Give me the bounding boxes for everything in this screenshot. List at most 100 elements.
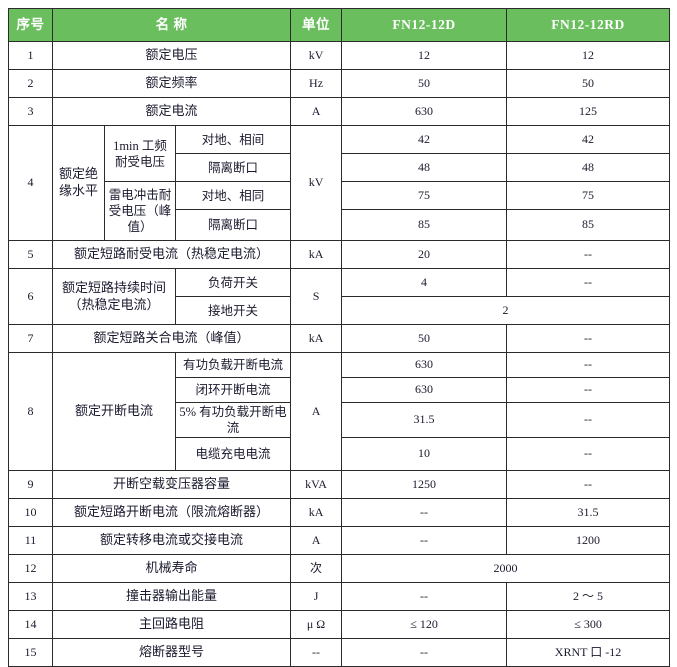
row-value-d: 85	[341, 209, 508, 241]
row-value-rd: --	[506, 352, 671, 378]
row-value-d: 630	[341, 352, 508, 378]
row-index: 8	[8, 352, 53, 471]
row-value-rd: 85	[506, 209, 671, 241]
row-unit: --	[290, 638, 343, 667]
row-name: 额定电流	[51, 97, 292, 126]
row-name: 熔断器型号	[51, 638, 292, 667]
row-unit: A	[290, 526, 343, 555]
row-value-rd: --	[506, 377, 671, 403]
row-name: 额定电压	[51, 41, 292, 70]
row-value-rd: 2 ～ 5	[506, 582, 671, 611]
row-name: 额定绝缘水平	[52, 125, 105, 241]
row-value-merged: 2	[341, 296, 671, 325]
table-row: 3 额定电流 A 630 125	[8, 97, 671, 126]
row-index: 4	[8, 125, 53, 241]
row-value-d: --	[341, 498, 508, 527]
table-row: 1 额定电压 kV 12 12	[8, 41, 671, 70]
row-value-rd: 50	[506, 69, 671, 98]
column-header-unit: 单位	[290, 8, 343, 42]
row-value-rd: ≤ 300	[506, 610, 671, 639]
row-value-d: 630	[341, 377, 508, 403]
row-value-d: 12	[341, 41, 508, 70]
row-name: 撞击器输出能量	[51, 582, 292, 611]
row-value-rd: 42	[506, 125, 671, 154]
table-header: 序号 名 称 单位 FN12-12D FN12-12RD	[8, 8, 671, 42]
row-value-rd: --	[506, 240, 671, 269]
table-row: 闭环开断电流 630 --	[9, 377, 671, 403]
row-value-rd: 48	[506, 153, 671, 182]
row-value-rd: 1200	[506, 526, 671, 555]
row-value-rd: XRNT 口 -12	[506, 638, 671, 667]
specification-table: 序号 名 称 单位 FN12-12D FN12-12RD 1 额定电压 kV 1…	[8, 8, 671, 667]
subgroup-label: 1min 工频耐受电压	[104, 125, 176, 182]
row-index: 10	[8, 498, 53, 527]
table-row: 14 主回路电阻 μ Ω ≤ 120 ≤ 300	[8, 610, 671, 639]
row-unit: J	[290, 582, 343, 611]
row-value-rd: --	[506, 470, 671, 499]
row-unit: kA	[290, 240, 343, 269]
column-header-model-rd: FN12-12RD	[506, 8, 671, 42]
subgroup-detail: 隔离断口	[174, 209, 292, 241]
table-row: 5% 有功负载开断电流 31.5 --	[9, 402, 671, 438]
row-index: 3	[8, 97, 53, 126]
row-value-rd: 125	[506, 97, 671, 126]
row-index: 2	[8, 69, 53, 98]
row-index: 1	[8, 41, 53, 70]
row-index: 5	[8, 240, 53, 269]
subgroup-detail: 对地、相同	[174, 181, 292, 210]
row-value-d: 42	[341, 125, 508, 154]
row-index: 14	[8, 610, 53, 639]
row-name: 额定频率	[51, 69, 292, 98]
row-unit: kA	[290, 324, 343, 353]
row-index: 12	[8, 554, 53, 583]
row-value-d: --	[341, 582, 508, 611]
row-value-d: 50	[341, 324, 508, 353]
spec-table-container: 序号 名 称 单位 FN12-12D FN12-12RD 1 额定电压 kV 1…	[8, 8, 671, 667]
subgroup-detail: 有功负载开断电流	[174, 352, 292, 378]
row-unit: S	[290, 268, 343, 325]
row-value-rd: --	[506, 402, 671, 438]
row-value-d: 75	[341, 181, 508, 210]
row-unit: kV	[290, 41, 343, 70]
table-row: 2 额定频率 Hz 50 50	[8, 69, 671, 98]
row-value-d: 48	[341, 153, 508, 182]
row-value-rd: --	[506, 324, 671, 353]
table-row: 电缆充电电流 10 --	[9, 437, 671, 471]
column-header-model-d: FN12-12D	[341, 8, 508, 42]
header-row: 序号 名 称 单位 FN12-12D FN12-12RD	[8, 8, 671, 42]
row-unit: A	[290, 352, 343, 471]
row-value-d: 1250	[341, 470, 508, 499]
row-value-merged: 2000	[341, 554, 671, 583]
row-value-d: --	[341, 638, 508, 667]
subgroup-detail: 隔离断口	[174, 153, 292, 182]
table-row: 12 机械寿命 次 2000	[8, 554, 671, 583]
row-index: 6	[8, 268, 53, 325]
row-index: 9	[8, 470, 53, 499]
row-value-rd: --	[506, 437, 671, 471]
row-name: 额定短路耐受电流（热稳定电流）	[51, 240, 292, 269]
row-value-rd: 75	[506, 181, 671, 210]
row-unit: kVA	[290, 470, 343, 499]
column-header-name: 名 称	[51, 8, 292, 42]
table-row: 13 撞击器输出能量 J -- 2 ～ 5	[8, 582, 671, 611]
row-value-rd: --	[506, 268, 671, 297]
row-index: 13	[8, 582, 53, 611]
row-value-d: --	[341, 526, 508, 555]
table-row: 隔离断口 85 85	[9, 209, 671, 241]
row-index: 15	[8, 638, 53, 667]
subgroup-detail: 负荷开关	[174, 268, 292, 297]
row-name: 开断空载变压器容量	[51, 470, 292, 499]
row-name: 额定短路持续时间（热稳定电流）	[52, 268, 176, 325]
subgroup-detail: 5% 有功负载开断电流	[174, 402, 292, 438]
row-value-rd: 31.5	[506, 498, 671, 527]
row-value-d: 50	[341, 69, 508, 98]
row-unit: μ Ω	[290, 610, 343, 639]
subgroup-detail: 对地、相间	[174, 125, 292, 154]
row-value-d: 630	[341, 97, 508, 126]
row-unit: A	[290, 97, 343, 126]
table-row: 8 额定开断电流 有功负载开断电流 A 630 --	[8, 352, 671, 471]
subgroup-detail: 接地开关	[174, 296, 292, 325]
row-value-rd: 12	[506, 41, 671, 70]
row-value-d: 10	[341, 437, 508, 471]
row-unit: kV	[290, 125, 343, 241]
